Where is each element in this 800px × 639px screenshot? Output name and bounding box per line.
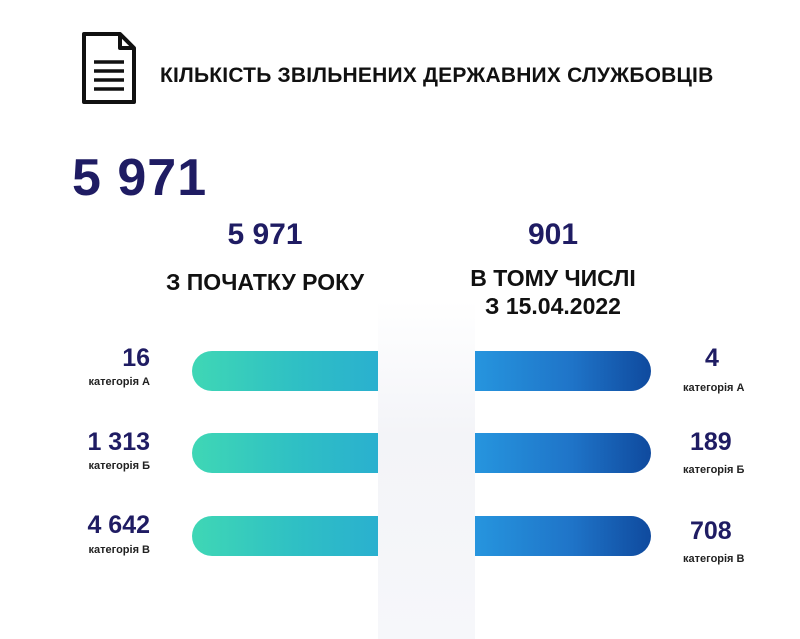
right-category-b: категорія Б bbox=[683, 464, 745, 476]
left-value-b: 1 313 bbox=[87, 428, 150, 456]
total-count: 5 971 bbox=[72, 149, 208, 207]
right-value-b: 189 bbox=[690, 428, 732, 456]
left-category-a: категорія А bbox=[88, 376, 150, 388]
since-date-caption-line2: З 15.04.2022 bbox=[485, 293, 621, 319]
center-divider-panel bbox=[378, 300, 475, 639]
document-icon bbox=[82, 32, 136, 104]
since-date-count: 901 bbox=[527, 218, 579, 251]
page-title: КІЛЬКІСТЬ ЗВІЛЬНЕНИХ ДЕРЖАВНИХ СЛУЖБОВЦІ… bbox=[160, 64, 714, 87]
right-bar-b bbox=[475, 433, 651, 473]
left-bar-a bbox=[192, 351, 378, 391]
right-bar-a bbox=[475, 351, 651, 391]
left-value-c: 4 642 bbox=[87, 511, 150, 539]
left-bar-c bbox=[192, 516, 378, 556]
left-value-a: 16 bbox=[122, 344, 150, 372]
right-value-c: 708 bbox=[690, 517, 732, 545]
year-start-count: 5 971 bbox=[227, 218, 303, 251]
right-bar-c bbox=[475, 516, 651, 556]
left-bar-b bbox=[192, 433, 378, 473]
left-category-b: категорія Б bbox=[88, 460, 150, 472]
left-category-c: категорія В bbox=[88, 544, 150, 556]
right-category-c: категорія В bbox=[683, 553, 745, 565]
right-value-a: 4 bbox=[705, 344, 719, 372]
year-start-caption: З ПОЧАТКУ РОКУ bbox=[165, 269, 365, 295]
since-date-caption-line1: В ТОМУ ЧИСЛІ bbox=[470, 265, 636, 291]
right-category-a: категорія А bbox=[683, 382, 745, 394]
